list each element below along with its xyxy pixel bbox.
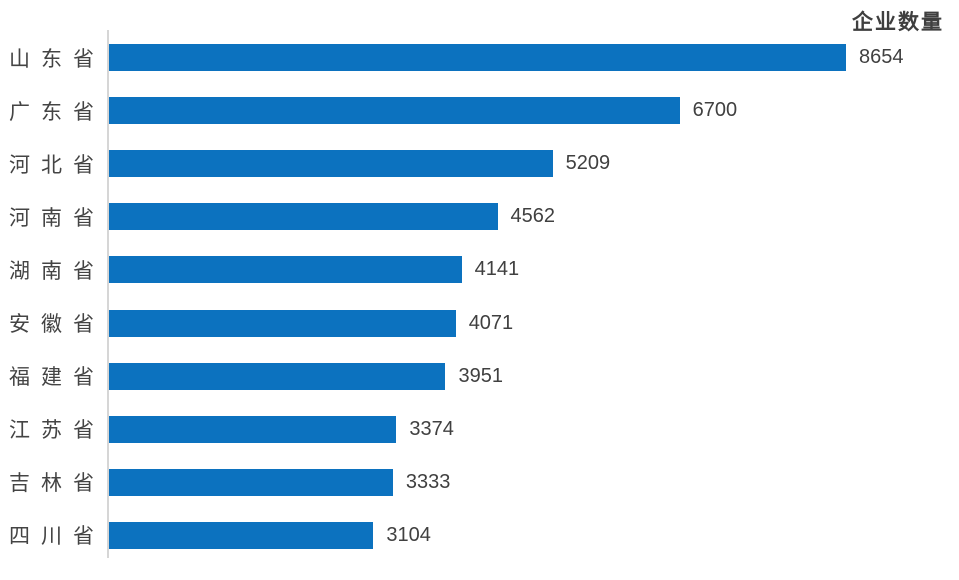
category-label: 河北省 (9, 153, 94, 177)
category-label: 河南省 (9, 206, 94, 230)
bar (109, 309, 456, 337)
value-label: 3951 (458, 364, 503, 387)
bar-row: 湖南省 4141 (0, 243, 959, 296)
bar (109, 150, 553, 178)
bar-row: 江苏省 3374 (0, 403, 959, 456)
value-label: 4141 (474, 258, 520, 281)
bar-row: 河南省 4562 (0, 190, 959, 243)
value-label: 4071 (468, 311, 514, 334)
bar-row: 福建省 3951 (0, 350, 959, 403)
category-label: 山东省 (9, 47, 94, 71)
plot-area: 山东省 8654 广东省 6700 河北省 5209 河南省 4562 湖南省 … (0, 31, 959, 562)
bar-row: 吉林省 3333 (0, 456, 959, 509)
bar (109, 521, 374, 549)
bar (109, 468, 393, 496)
bar (109, 415, 397, 443)
bar-row: 河北省 5209 (0, 137, 959, 190)
value-label: 6700 (692, 99, 738, 122)
category-label: 湖南省 (9, 259, 94, 283)
y-axis-line (107, 30, 109, 558)
value-label: 4562 (510, 205, 556, 228)
value-label: 8654 (859, 46, 904, 69)
bar-row: 广东省 6700 (0, 84, 959, 137)
value-label: 3104 (386, 523, 431, 546)
bar (109, 203, 498, 231)
value-label: 3333 (405, 470, 451, 493)
category-label: 江苏省 (9, 419, 94, 443)
value-label: 5209 (565, 152, 611, 175)
bar (109, 44, 846, 72)
category-label: 安徽省 (9, 313, 94, 337)
bar (109, 256, 462, 284)
category-label: 吉林省 (9, 472, 94, 496)
bar-row: 山东省 8654 (0, 31, 959, 84)
chart-title: 企业数量 (852, 11, 944, 34)
bar (109, 362, 446, 390)
value-label: 3374 (409, 417, 454, 440)
category-label: 福建省 (9, 366, 94, 390)
bar-row: 安徽省 4071 (0, 296, 959, 349)
category-label: 四川省 (9, 525, 94, 549)
category-label: 广东省 (9, 100, 94, 124)
bar-row: 四川省 3104 (0, 509, 959, 562)
bar (109, 97, 680, 125)
